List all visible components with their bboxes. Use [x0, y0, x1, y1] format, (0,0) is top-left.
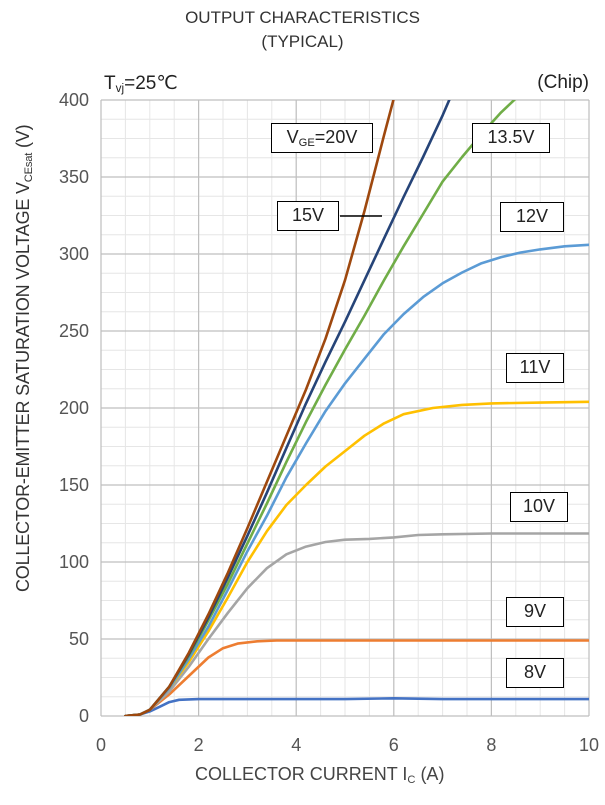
x-axis-label-main: COLLECTOR CURRENT I	[195, 764, 408, 784]
y-tick-label: 200	[59, 398, 89, 418]
y-tick-label: 50	[69, 629, 89, 649]
x-tick-label: 4	[291, 735, 301, 755]
vge-sub: GE	[298, 136, 315, 149]
condition-sub: vj	[115, 81, 125, 95]
x-tick-label: 2	[194, 735, 204, 755]
condition-prefix: T	[104, 73, 116, 94]
y-tick-label: 100	[59, 552, 89, 572]
condition-suffix: =25℃	[124, 73, 178, 94]
y-tick-label: 150	[59, 475, 89, 495]
y-tick-label: 400	[59, 90, 89, 110]
series-line-1	[124, 639, 589, 716]
curve-label-9v: 9V	[506, 597, 564, 627]
curve-label-10v: 10V	[510, 492, 568, 522]
x-tick-label: 8	[486, 735, 496, 755]
series-line-7	[124, 100, 395, 716]
series-lines	[124, 100, 589, 716]
vge-prefix: V	[286, 127, 299, 147]
curve-label-12v: 12V	[500, 202, 564, 232]
curve-label-8v: 8V	[506, 658, 564, 688]
curve-label-13v5: 13.5V	[472, 123, 550, 153]
major-gridlines	[100, 99, 590, 717]
y-tick-label: 250	[59, 321, 89, 341]
x-axis-label: COLLECTOR CURRENT IC (A)	[195, 764, 444, 786]
vge-suffix: =20V	[314, 127, 358, 147]
chart-title: OUTPUT CHARACTERISTICS	[185, 8, 420, 27]
y-tick-label: 350	[59, 167, 89, 187]
x-tick-label: 10	[579, 735, 599, 755]
curve-label-vge-20v: VGE=20V	[271, 123, 373, 153]
x-tick-label: 0	[96, 735, 106, 755]
series-line-4	[124, 243, 589, 716]
y-tick-label: 0	[79, 706, 89, 726]
chart-subtitle: (TYPICAL)	[261, 32, 344, 51]
series-line-0	[124, 697, 589, 716]
y-tick-label: 300	[59, 244, 89, 264]
series-line-2	[124, 532, 589, 716]
curve-label-15v: 15V	[277, 201, 339, 231]
x-tick-label: 6	[389, 735, 399, 755]
curve-label-11v: 11V	[506, 353, 564, 383]
x-axis-label-sub: C	[407, 773, 416, 786]
x-axis-label-unit: (A)	[415, 764, 445, 784]
chip-note: (Chip)	[537, 72, 589, 93]
condition-label: Tvj=25℃	[104, 72, 178, 95]
